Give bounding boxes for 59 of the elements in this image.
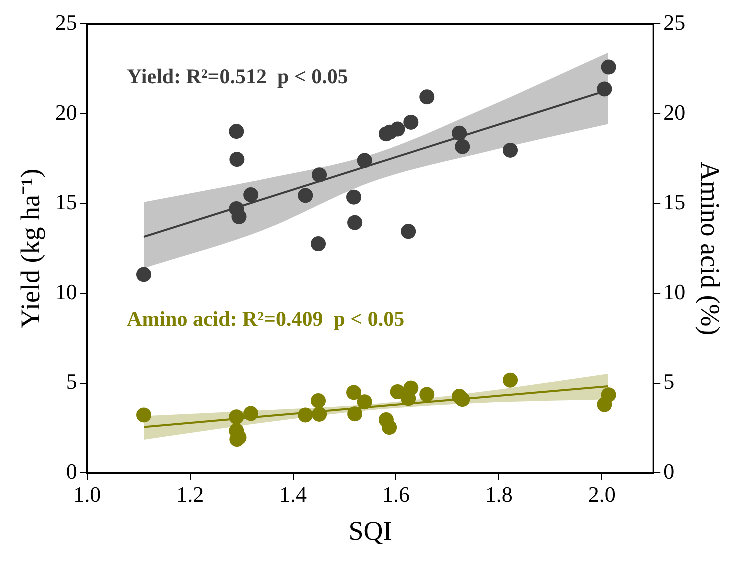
y2-tick-label: 15	[664, 190, 686, 215]
x-tick-label: 1.4	[280, 482, 308, 508]
point	[390, 384, 406, 400]
y2-tick-label: 5	[664, 369, 675, 394]
annotation: Amino acid: R²=0.409 p < 0.05	[127, 306, 405, 331]
y-tick-label: 5	[66, 369, 78, 394]
x-tick-label: 1.8	[485, 482, 513, 508]
x-tick-label: 2.0	[588, 482, 616, 508]
y2-tick-label: 0	[664, 458, 675, 484]
point	[401, 224, 416, 240]
point	[401, 391, 416, 406]
y2-tick-label: 25	[664, 10, 686, 35]
point	[232, 209, 247, 224]
y-axis-title: Yield (kg ha⁻¹)	[15, 168, 46, 328]
x-tick-label: 1.2	[176, 482, 204, 508]
point	[346, 190, 362, 205]
point	[382, 420, 398, 436]
point	[452, 126, 468, 141]
y-tick-label: 0	[66, 458, 78, 484]
point	[346, 385, 362, 400]
y2-tick-label: 20	[664, 100, 686, 125]
point	[597, 82, 612, 97]
point	[348, 215, 363, 230]
point	[230, 152, 245, 168]
point	[312, 168, 328, 183]
x-tick-label: 1.6	[382, 482, 410, 508]
point	[244, 188, 259, 202]
point	[503, 372, 518, 388]
point	[455, 392, 470, 408]
point	[420, 387, 435, 402]
x-axis-title: SQI	[348, 516, 392, 546]
y-tick-label: 25	[55, 10, 78, 35]
point	[357, 153, 372, 168]
point	[312, 406, 328, 422]
y2-axis-title: Amino acid (%)	[696, 162, 726, 336]
point	[455, 139, 470, 154]
y-tick-label: 15	[55, 190, 78, 215]
point	[390, 122, 406, 137]
point	[601, 60, 616, 75]
point	[357, 394, 372, 410]
point	[298, 408, 314, 423]
point	[136, 408, 152, 423]
annotation: Yield: R²=0.512 p < 0.05	[127, 64, 348, 88]
point	[136, 267, 152, 282]
point	[244, 406, 259, 422]
point	[229, 410, 244, 425]
x-tick-label: 1.0	[74, 482, 102, 508]
y2-tick-label: 10	[664, 279, 686, 304]
point	[601, 388, 616, 403]
point	[311, 394, 326, 408]
point	[420, 90, 435, 105]
y-tick-label: 20	[55, 100, 78, 125]
point	[311, 236, 326, 252]
point	[348, 406, 363, 422]
y-tick-label: 10	[55, 279, 78, 304]
point	[298, 188, 314, 204]
point	[404, 114, 419, 130]
point	[503, 142, 518, 158]
point	[229, 124, 244, 140]
